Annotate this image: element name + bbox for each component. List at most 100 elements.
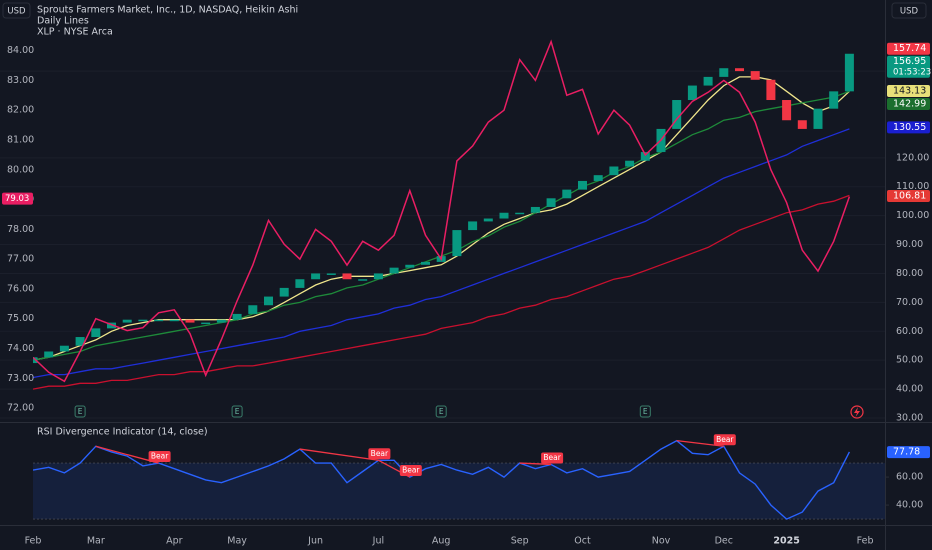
- candle: [468, 221, 478, 231]
- y2-tick-label: 82.00: [7, 105, 34, 116]
- earnings-label: E: [78, 407, 83, 416]
- rsi-badge: [887, 446, 930, 459]
- x-tick-label: Oct: [574, 536, 591, 547]
- rsi-pane: [33, 439, 885, 520]
- candle: [44, 351, 54, 358]
- candle: [201, 322, 211, 325]
- x-tick-label: 2025: [773, 536, 799, 547]
- x-tick-label: Jul: [372, 536, 384, 547]
- x-tick-label: Jun: [307, 536, 323, 547]
- price-badge: [887, 42, 930, 55]
- earnings-label: E: [235, 407, 240, 416]
- earnings-label: E: [439, 407, 444, 416]
- candle: [421, 261, 430, 265]
- divergence-label: Bear: [151, 452, 169, 461]
- divergence-label: Bear: [716, 435, 734, 444]
- y2-tick-label: 72.00: [7, 403, 34, 414]
- x-tick-label: Apr: [166, 536, 183, 547]
- earnings-marker[interactable]: [639, 405, 651, 418]
- candle: [185, 319, 195, 323]
- y2-tick-label: 81.00: [7, 135, 34, 146]
- candle: [609, 166, 619, 176]
- axes: 30.00 40.00 50.00 60.00 70.00 80.00 90.00 100.0…: [7, 45, 929, 546]
- divergence-line: [676, 440, 724, 447]
- compare-line: [33, 39, 851, 383]
- alert-icon[interactable]: [850, 405, 864, 419]
- candle: [216, 319, 226, 323]
- price-badge: [887, 189, 930, 202]
- x-tick-label: Feb: [25, 536, 42, 547]
- rsi-title: RSI Divergence Indicator (14, close): [37, 427, 208, 438]
- price-badge: [887, 55, 930, 78]
- price-badge-label: 142.99: [893, 98, 926, 109]
- candle: [766, 79, 776, 101]
- earnings-marker[interactable]: [74, 405, 86, 418]
- y-tick-label: 50.00: [896, 355, 923, 366]
- candle: [625, 160, 635, 167]
- candle: [546, 198, 556, 207]
- price-badge-label: 130.55: [893, 122, 926, 133]
- earnings-marker[interactable]: [435, 405, 447, 418]
- candle: [578, 180, 587, 190]
- y2-tick-label: 74.00: [7, 343, 34, 354]
- price-badge: [887, 121, 930, 134]
- y-tick-label: 30.00: [896, 412, 923, 423]
- candle: [797, 120, 807, 129]
- rsi-tick-label: 60.00: [896, 472, 923, 483]
- candle: [829, 91, 839, 109]
- compare-label: XLP · NYSE Arca: [37, 27, 113, 38]
- candle: [358, 279, 368, 281]
- divergence-line: [95, 445, 159, 464]
- x-tick-label: Mar: [87, 536, 105, 547]
- candle: [122, 319, 132, 323]
- candle: [703, 76, 713, 86]
- x-tick-label: Aug: [432, 536, 451, 547]
- y2-tick-label: 73.00: [7, 373, 34, 384]
- y2-tick-label: 84.00: [7, 45, 34, 56]
- candle: [452, 230, 462, 257]
- candle: [844, 53, 854, 92]
- countdown-label: 01:53:23: [893, 68, 931, 78]
- candle: [719, 68, 729, 77]
- candle: [342, 273, 352, 280]
- chart-subtitle: Daily Lines: [37, 16, 89, 27]
- x-tick-label: Feb: [857, 536, 874, 547]
- divergence-label-box: [399, 465, 422, 477]
- divergence-line: [299, 448, 379, 461]
- y2-tick-label: 78.00: [7, 224, 34, 235]
- currency-box[interactable]: [2, 2, 31, 19]
- divergence-label: Bear: [402, 466, 420, 475]
- price-badge: [887, 97, 930, 110]
- price-badge-label: 143.13: [893, 85, 926, 96]
- candle: [813, 108, 823, 129]
- candle: [515, 212, 525, 215]
- divergence-line: [519, 462, 552, 466]
- moving-average-line: [33, 76, 850, 361]
- rsi-badge-label: 77.78: [893, 447, 920, 458]
- divergence-label-box: [368, 448, 391, 460]
- y2-tick-label: 75.00: [7, 313, 34, 324]
- currency-right: USD: [900, 7, 919, 17]
- currency-box[interactable]: [891, 2, 927, 19]
- candle: [593, 175, 603, 181]
- y2-tick-label: 83.00: [7, 75, 34, 86]
- divergence-label: Bear: [543, 453, 561, 462]
- rsi-band: [33, 463, 885, 520]
- currency-left: USD: [7, 7, 26, 17]
- moving-average-line: [33, 194, 850, 390]
- candle: [405, 264, 415, 268]
- earnings-marker[interactable]: [231, 405, 243, 418]
- price-badge-label: 157.74: [893, 43, 926, 54]
- compare-badge: [2, 192, 33, 205]
- y-tick-label: 60.00: [896, 326, 923, 337]
- price-badge-label: 156.95: [893, 56, 926, 67]
- y2-tick-label: 77.00: [7, 254, 34, 265]
- candle: [169, 319, 179, 322]
- candle: [530, 206, 540, 213]
- candle: [295, 279, 305, 288]
- candle: [687, 85, 697, 101]
- candle: [389, 267, 399, 274]
- divergence-label: Bear: [371, 449, 389, 458]
